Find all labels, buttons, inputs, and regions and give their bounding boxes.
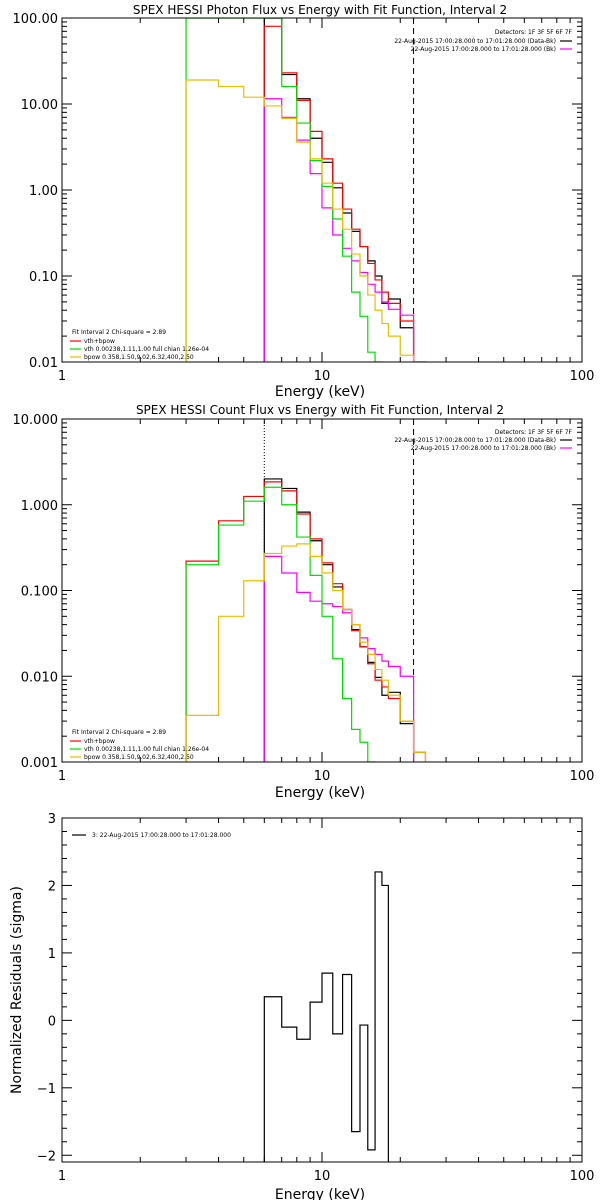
photon-data-entry: 22-Aug-2015 17:00:28.000 to 17:01:28.000… xyxy=(394,38,556,45)
plot-area xyxy=(185,419,427,762)
count-legend-vth: vth 0.00238,1.11,1.00 full chian 1.26e-0… xyxy=(84,746,209,753)
series-data-line xyxy=(263,478,415,762)
photon-xlabel: Energy (keV) xyxy=(275,384,365,400)
x-tick-label: 100 xyxy=(570,369,595,384)
series-bpow-line xyxy=(185,543,427,762)
series-fit-line xyxy=(263,25,427,362)
y-tick-label: 10.000 xyxy=(13,413,59,428)
photon-legend-bpow: bpow 0.358,1.50,9.02,6.32,400,2.50 xyxy=(84,354,194,361)
y-tick-label: 3 xyxy=(48,812,56,827)
photon-detectors-label: Detectors: 1F 3F 5F 6F 7F xyxy=(495,29,573,36)
residuals-ylabel: Normalized Residuals (sigma) xyxy=(9,886,25,1094)
x-tick-label: 100 xyxy=(570,1169,595,1184)
x-tick-label: 1 xyxy=(58,769,66,784)
y-tick-label: 0 xyxy=(48,1014,56,1029)
photon-legend-header: Fit Interval 2 Chi-square = 2.89 xyxy=(72,329,166,336)
series-fit-line xyxy=(185,481,427,762)
photon-legend-fit: vth+bpow xyxy=(84,338,115,345)
residuals-xlabel: Energy (keV) xyxy=(275,1187,365,1200)
y-tick-label: −2 xyxy=(37,1149,56,1164)
series-bk-line xyxy=(263,555,415,762)
series-bpow-line xyxy=(185,79,427,362)
series-residuals-line xyxy=(263,871,389,1162)
y-tick-label: 2 xyxy=(48,879,56,894)
count-data-entry: 22-Aug-2015 17:00:28.000 to 17:01:28.000… xyxy=(394,437,556,444)
x-tick-label: 1 xyxy=(58,369,66,384)
series-vth-line xyxy=(185,486,376,762)
x-tick-label: 100 xyxy=(570,769,595,784)
x-tick-label: 10 xyxy=(314,769,331,784)
count-xlabel: Energy (keV) xyxy=(275,785,365,801)
x-tick-label: 10 xyxy=(314,1169,331,1184)
x-tick-label: 1 xyxy=(58,1169,66,1184)
y-tick-label: 0.100 xyxy=(21,585,58,600)
photon-legend-vth: vth 0.00238,1.11,1.00 full chian 1.26e-0… xyxy=(84,346,209,353)
y-tick-label: 0.01 xyxy=(29,356,58,371)
y-tick-label: 0.010 xyxy=(21,670,58,685)
y-tick-label: 0.10 xyxy=(29,270,58,285)
plot-area xyxy=(185,18,427,362)
y-tick-label: 1.000 xyxy=(21,499,58,514)
y-tick-label: 1.00 xyxy=(29,184,58,199)
count-flux-panel: SPEX HESSI Count Flux vs Energy with Fit… xyxy=(13,403,595,801)
plot-frame xyxy=(61,418,583,763)
plot-area xyxy=(263,871,389,1162)
plot-frame xyxy=(61,817,583,1163)
y-tick-label: 100.00 xyxy=(13,12,59,27)
series-bk-line xyxy=(263,98,415,362)
count-legend-fit: vth+bpow xyxy=(84,738,115,745)
y-tick-label: 10.00 xyxy=(21,98,58,113)
x-tick-label: 10 xyxy=(314,369,331,384)
residuals-panel: 3: 22-Aug-2015 17:00:28.000 to 17:01:28.… xyxy=(9,812,594,1200)
y-tick-label: −1 xyxy=(37,1082,56,1097)
y-tick-label: 0.001 xyxy=(21,756,58,771)
photon-flux-panel: SPEX HESSI Photon Flux vs Energy with Fi… xyxy=(13,3,595,400)
count-panel-title: SPEX HESSI Count Flux vs Energy with Fit… xyxy=(136,403,504,417)
photon-bk-entry: 22-Aug-2015 17:00:28.000 to 17:01:28.000… xyxy=(411,46,556,53)
series-vth-line xyxy=(185,18,383,362)
series-data-line xyxy=(263,18,415,362)
count-legend-header: Fit Interval 2 Chi-square = 2.89 xyxy=(72,729,166,736)
residuals-legend-entry: 3: 22-Aug-2015 17:00:28.000 to 17:01:28.… xyxy=(92,832,231,839)
count-detectors-label: Detectors: 1F 3F 5F 6F 7F xyxy=(495,429,573,436)
y-tick-label: 1 xyxy=(48,947,56,962)
photon-panel-title: SPEX HESSI Photon Flux vs Energy with Fi… xyxy=(133,3,507,17)
plot-frame xyxy=(61,17,583,363)
count-legend-bpow: bpow 0.358,1.50,9.02,6.32,400,2.50 xyxy=(84,754,194,761)
count-bk-entry: 22-Aug-2015 17:00:28.000 to 17:01:28.000… xyxy=(411,445,556,452)
